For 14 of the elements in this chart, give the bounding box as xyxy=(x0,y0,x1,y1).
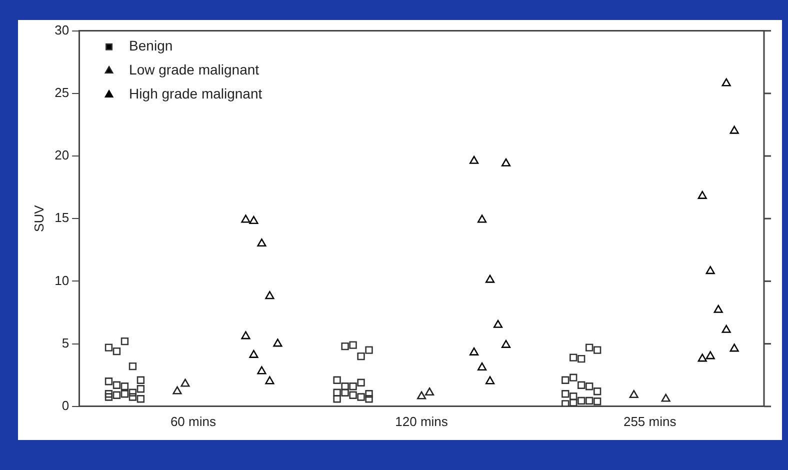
y-tick-label: 25 xyxy=(54,84,70,100)
x-tick-label: 120 mins xyxy=(395,414,448,429)
legend-label: Low grade malignant xyxy=(129,62,260,78)
y-axis-title: SUV xyxy=(31,204,46,232)
y-tick-label: 0 xyxy=(62,398,70,413)
y-tick-label: 10 xyxy=(54,272,70,288)
x-tick-label: 255 mins xyxy=(623,414,677,429)
legend-label: High grade malignant xyxy=(129,86,262,102)
y-tick-label: 20 xyxy=(54,148,70,163)
y-tick-label: 5 xyxy=(62,335,70,350)
x-tick-label: 60 mins xyxy=(170,414,216,429)
y-tick-label: 30 xyxy=(54,22,70,38)
legend-label: Benign xyxy=(129,38,173,54)
y-tick-label: 15 xyxy=(54,210,70,226)
